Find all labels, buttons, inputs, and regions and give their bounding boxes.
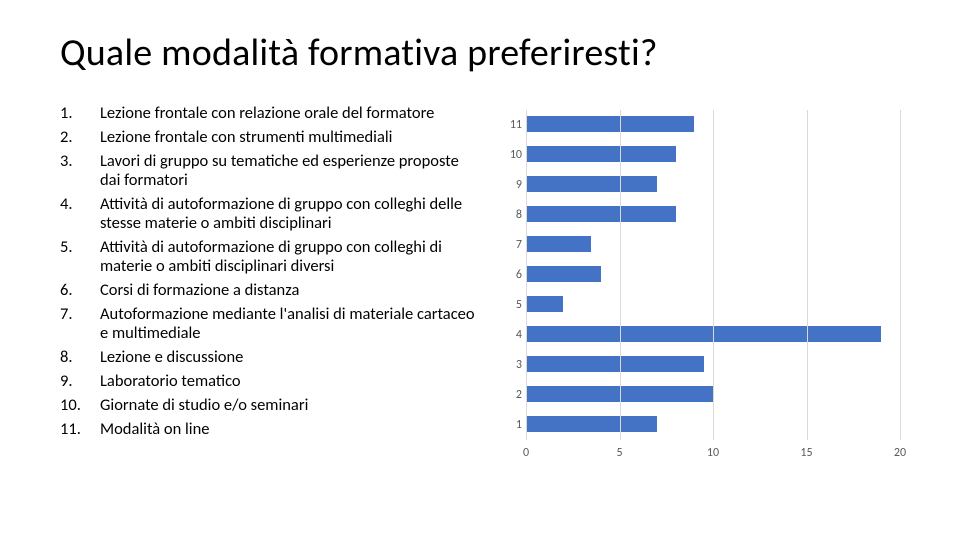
list-item-text: Attività di autoformazione di gruppo con… xyxy=(100,195,480,233)
chart-gridline xyxy=(900,110,901,440)
chart-y-tick-label: 11 xyxy=(500,116,522,134)
chart-y-tick-label: 10 xyxy=(500,146,522,164)
bar xyxy=(526,296,563,312)
chart-column: 11 10 9 8 7 6 5 4 3 2 1 0 5 10 15 20 xyxy=(500,104,910,464)
chart-x-tick-label: 20 xyxy=(894,446,906,460)
chart-gridline xyxy=(807,110,808,440)
list-item: 3.Lavori di gruppo su tematiche ed esper… xyxy=(60,152,480,190)
chart-x-tick-label: 5 xyxy=(616,446,622,460)
chart-plot-area xyxy=(526,110,900,440)
list-item-text: Attività di autoformazione di gruppo con… xyxy=(100,238,480,276)
chart-gridline xyxy=(713,110,714,440)
list-item: 6.Corsi di formazione a distanza xyxy=(60,281,480,300)
chart-y-tick-label: 9 xyxy=(500,176,522,194)
chart-gridline xyxy=(620,110,621,440)
list-item-number: 5. xyxy=(60,238,100,276)
chart-y-tick-label: 1 xyxy=(500,416,522,434)
bar xyxy=(526,416,657,432)
list-item: 5.Attività di autoformazione di gruppo c… xyxy=(60,238,480,276)
list-item: 7.Autoformazione mediante l'analisi di m… xyxy=(60,305,480,343)
chart-y-tick-label: 2 xyxy=(500,386,522,404)
bar xyxy=(526,176,657,192)
bar xyxy=(526,206,676,222)
list-item-number: 11. xyxy=(60,420,100,439)
list-item-number: 3. xyxy=(60,152,100,190)
list-column: 1.Lezione frontale con relazione orale d… xyxy=(60,104,480,464)
list-item: 9.Laboratorio tematico xyxy=(60,372,480,391)
numbered-list: 1.Lezione frontale con relazione orale d… xyxy=(60,104,480,439)
list-item-text: Lezione frontale con strumenti multimedi… xyxy=(100,128,480,147)
list-item: 4.Attività di autoformazione di gruppo c… xyxy=(60,195,480,233)
list-item-number: 10. xyxy=(60,396,100,415)
list-item-text: Autoformazione mediante l'analisi di mat… xyxy=(100,305,480,343)
list-item-text: Giornate di studio e/o seminari xyxy=(100,396,480,415)
bar-chart: 11 10 9 8 7 6 5 4 3 2 1 0 5 10 15 20 xyxy=(500,110,910,464)
chart-y-tick-label: 7 xyxy=(500,236,522,254)
content-row: 1.Lezione frontale con relazione orale d… xyxy=(60,104,910,464)
list-item-number: 9. xyxy=(60,372,100,391)
list-item: 8.Lezione e discussione xyxy=(60,348,480,367)
list-item-number: 1. xyxy=(60,104,100,123)
list-item-number: 8. xyxy=(60,348,100,367)
list-item-number: 7. xyxy=(60,305,100,343)
bar xyxy=(526,116,694,132)
list-item-text: Lavori di gruppo su tematiche ed esperie… xyxy=(100,152,480,190)
list-item-text: Corsi di formazione a distanza xyxy=(100,281,480,300)
list-item-text: Modalità on line xyxy=(100,420,480,439)
chart-gridline xyxy=(526,110,527,440)
list-item-text: Laboratorio tematico xyxy=(100,372,480,391)
bar xyxy=(526,266,601,282)
chart-y-labels: 11 10 9 8 7 6 5 4 3 2 1 xyxy=(500,110,522,440)
chart-x-labels: 05101520 xyxy=(526,444,900,464)
list-item: 11.Modalità on line xyxy=(60,420,480,439)
page-title: Quale modalità formativa preferiresti? xyxy=(60,30,910,76)
chart-y-tick-label: 5 xyxy=(500,296,522,314)
list-item-number: 6. xyxy=(60,281,100,300)
list-item: 1.Lezione frontale con relazione orale d… xyxy=(60,104,480,123)
chart-y-tick-label: 3 xyxy=(500,356,522,374)
list-item-text: Lezione frontale con relazione orale del… xyxy=(100,104,480,123)
chart-y-tick-label: 4 xyxy=(500,326,522,344)
chart-x-tick-label: 10 xyxy=(707,446,719,460)
chart-x-tick-label: 15 xyxy=(800,446,812,460)
chart-y-tick-label: 6 xyxy=(500,266,522,284)
bar xyxy=(526,236,591,252)
list-item-text: Lezione e discussione xyxy=(100,348,480,367)
bar xyxy=(526,146,676,162)
list-item-number: 4. xyxy=(60,195,100,233)
list-item-number: 2. xyxy=(60,128,100,147)
bar xyxy=(526,326,881,342)
chart-x-tick-label: 0 xyxy=(523,446,529,460)
bar xyxy=(526,356,704,372)
chart-y-tick-label: 8 xyxy=(500,206,522,224)
list-item: 2.Lezione frontale con strumenti multime… xyxy=(60,128,480,147)
list-item: 10.Giornate di studio e/o seminari xyxy=(60,396,480,415)
